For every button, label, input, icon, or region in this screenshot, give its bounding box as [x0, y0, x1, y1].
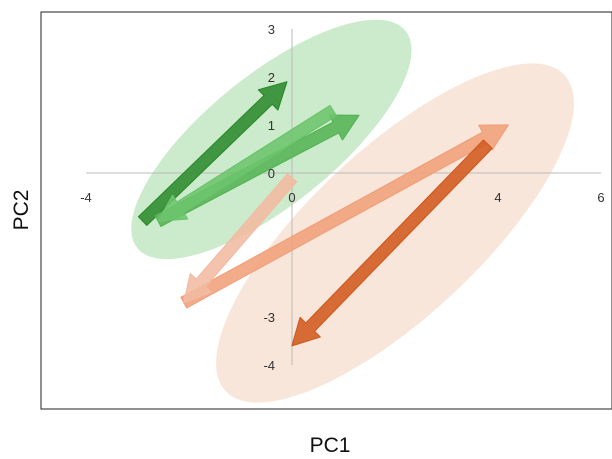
trajectory-arrows	[137, 81, 509, 347]
y-tick-label: -4	[263, 358, 275, 373]
arrow-group1-3	[157, 104, 337, 222]
y-tick-label: 2	[268, 70, 275, 85]
y-tick-label: 3	[268, 22, 275, 37]
arrow-group1-1	[137, 81, 288, 226]
arrow-group2-3	[183, 173, 298, 304]
x-tick-label: 4	[494, 190, 501, 205]
arrow-group2-1	[180, 124, 509, 309]
tick-labels: -4 0 4 6 3 2 1 0 -3 -4	[80, 22, 604, 373]
plot-area-frame	[40, 11, 612, 410]
x-tick-label: 0	[288, 190, 295, 205]
x-axis-title: PC1	[310, 434, 351, 457]
arrow-group2-2	[291, 139, 493, 347]
x-tick-label: -4	[80, 190, 92, 205]
y-tick-label: 0	[268, 166, 275, 181]
y-axis-title: PC2	[10, 190, 33, 231]
x-tick-label: 6	[597, 190, 604, 205]
y-tick-label: -3	[263, 310, 275, 325]
y-tick-label: 1	[268, 118, 275, 133]
